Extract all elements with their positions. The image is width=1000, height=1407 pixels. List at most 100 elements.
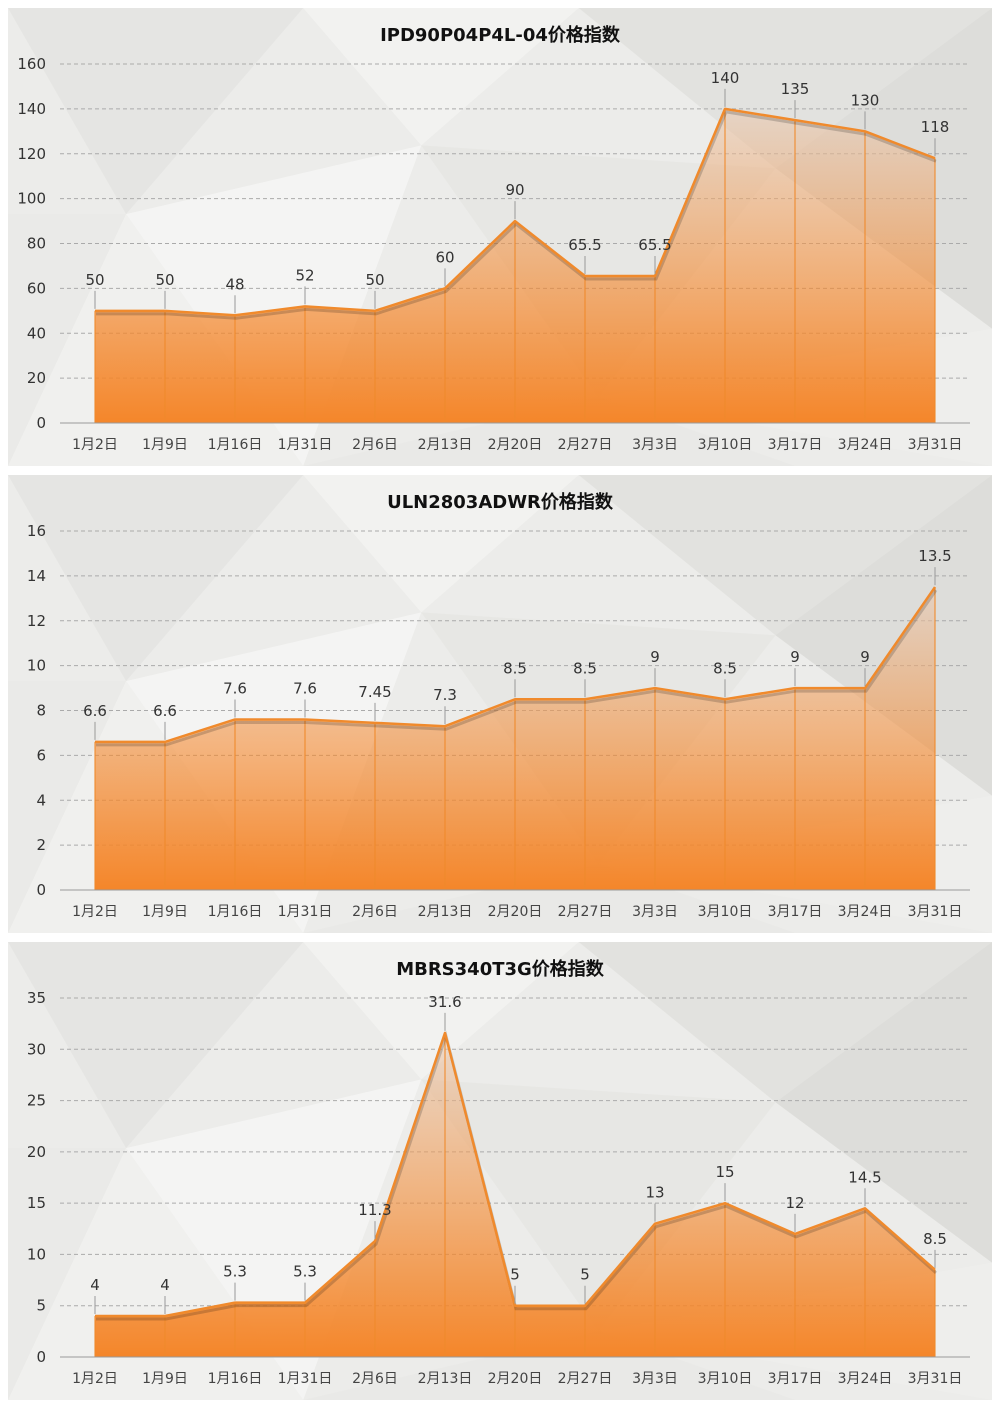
y-tick-label: 35 [27,989,46,1007]
y-tick-label: 20 [27,1143,46,1161]
data-label: 140 [711,69,740,87]
x-tick-label: 3月10日 [698,437,753,453]
background-facet [775,475,992,796]
data-label: 7.45 [358,683,391,701]
x-tick-label: 2月13日 [418,1371,473,1387]
y-tick-label: 140 [17,100,46,118]
background-facet [303,942,579,1080]
data-label: 48 [225,275,244,293]
chart-panel-ipd90p04p4l: 0 20 40 60 80 100 120 140 160 1月2日 1月9日 1月16日 1月31日 2… [8,8,992,466]
y-tick-label: 12 [27,612,46,630]
data-label: 8.5 [923,1230,947,1248]
x-tick-label: 1月16日 [208,904,263,920]
chart-svg: 0 20 40 60 80 100 120 140 160 1月2日 1月9日 1月16日 1月31日 2… [8,8,992,466]
data-label: 60 [435,248,454,266]
series-line [95,586,937,744]
x-tick-label: 3月17日 [768,904,823,920]
x-tick-label: 3月17日 [768,437,823,453]
data-label: 6.6 [83,702,107,720]
data-label: 50 [155,271,174,289]
series-line [95,107,936,317]
data-label: 6.6 [153,702,177,720]
data-label: 4 [160,1276,170,1294]
background-facet [578,8,992,169]
y-tick-label: 160 [17,55,46,73]
x-tick-label: 3月3日 [632,1371,678,1387]
data-label: 31.6 [428,993,461,1011]
data-label: 8.5 [503,659,527,677]
y-tick-label: 40 [27,324,46,342]
chart-panel-mbrs340t3g: 0 5 10 15 20 25 30 35 1月2日 1月9日 1月16日 1月31日 2月6日 2月13… [8,942,992,1400]
y-tick-label: 14 [27,567,46,585]
data-label: 13.5 [918,547,951,565]
y-tick-label: 5 [36,1297,46,1315]
background-facet [303,397,796,466]
x-tick-label: 2月20日 [488,1371,543,1387]
y-tick-label: 15 [27,1194,46,1212]
data-label: 130 [851,91,880,109]
x-tick-label: 3月31日 [908,1371,963,1387]
x-tick-label: 1月31日 [278,1371,333,1387]
y-tick-label: 2 [36,836,46,854]
chart-svg: 0 2 4 6 8 10 12 14 16 1月2日 1月9日 1月16日 1月31日 2月6日 2月13日… [8,475,992,933]
x-tick-label: 2月27日 [558,904,613,920]
y-tick-label: 0 [36,414,46,432]
x-tick-label: 3月31日 [908,904,963,920]
y-tick-label: 25 [27,1092,46,1110]
data-label: 11.3 [358,1201,391,1219]
y-tick-label: 20 [27,369,46,387]
x-tick-label: 2月20日 [488,904,543,920]
data-label: 7.3 [433,686,457,704]
x-tick-label: 1月9日 [142,437,188,453]
x-tick-label: 1月9日 [142,904,188,920]
data-label: 12 [785,1194,804,1212]
background-facet [303,1331,796,1400]
chart-svg: 0 5 10 15 20 25 30 35 1月2日 1月9日 1月16日 1月31日 2月6日 2月13… [8,942,992,1400]
y-tick-label: 0 [36,881,46,899]
data-label: 15 [715,1163,734,1181]
y-tick-label: 16 [27,522,46,540]
data-label: 135 [781,80,810,98]
y-tick-label: 8 [36,702,46,720]
data-label: 9 [790,648,800,666]
data-label: 4 [90,1276,100,1294]
y-tick-label: 30 [27,1040,46,1058]
data-label: 9 [650,648,660,666]
x-tick-label: 1月2日 [72,437,118,453]
y-tick-label: 0 [36,1348,46,1366]
y-tick-label: 60 [27,279,46,297]
data-label: 8.5 [573,659,597,677]
data-label: 90 [505,181,524,199]
data-label: 50 [85,271,104,289]
data-label: 7.6 [293,679,317,697]
data-label: 9 [860,648,870,666]
x-tick-label: 2月13日 [418,437,473,453]
x-tick-label: 1月2日 [72,904,118,920]
data-label: 5 [580,1266,590,1284]
chart-title: IPD90P04P4L-04价格指数 [380,24,621,46]
background-facet [126,145,422,466]
data-label: 5 [510,1266,520,1284]
background-facet [303,475,579,613]
y-tick-label: 120 [17,145,46,163]
series-line-shadow [96,589,938,747]
y-tick-label: 6 [36,746,46,764]
data-label: 13 [645,1184,664,1202]
x-tick-label: 3月24日 [838,904,893,920]
background-facet [8,942,304,1149]
background-facet [775,942,992,1263]
background-facet [8,475,304,682]
x-tick-label: 2月6日 [352,437,398,453]
x-tick-label: 2月27日 [558,1371,613,1387]
x-tick-label: 1月31日 [278,437,333,453]
background-facet [421,1079,776,1332]
data-label: 14.5 [848,1168,881,1186]
x-tick-label: 1月9日 [142,1371,188,1387]
x-tick-label: 2月27日 [558,437,613,453]
x-tick-label: 1月16日 [208,437,263,453]
x-tick-label: 1月31日 [278,904,333,920]
data-label: 8.5 [713,659,737,677]
x-tick-label: 3月3日 [632,437,678,453]
data-label: 5.3 [293,1263,317,1281]
data-label: 52 [295,266,314,284]
